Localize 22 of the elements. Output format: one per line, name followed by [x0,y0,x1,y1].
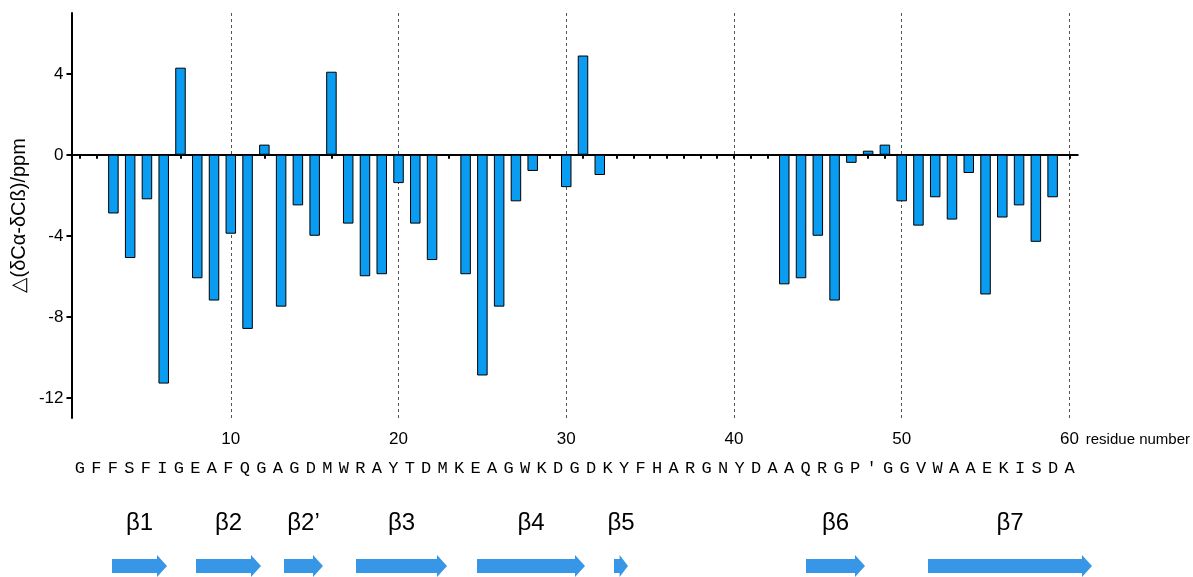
text: GFFSFIGEAFQGAGDMWRAYTDMKEAGWKDGDKYFHARGNYDAAQRGP'GGVWAAEKISDA [74,459,1081,479]
text: β2’ [287,508,320,536]
y-tick-label: 0 [54,145,64,165]
x-tick-label: 20 [389,429,408,448]
x-tick-label: 10 [221,429,241,448]
x-tick-label: 40 [724,429,744,448]
text: β1 [125,508,154,536]
y-tick-label: -4 [48,226,64,246]
text: β7 [996,508,1024,536]
text: β3 [387,508,416,536]
x-tick-label: 50 [892,429,912,448]
text: β4 [517,508,545,536]
x-tick-label: 60 [1059,429,1079,448]
x-tick-label: 30 [556,429,576,448]
text: β2 [214,508,243,536]
y-axis-title: △(δCα-δCß)/ppm [7,138,29,293]
y-tick-label: -8 [48,307,64,327]
text: β6 [821,508,850,536]
text: β5 [607,508,635,536]
y-tick-label: 4 [54,64,64,84]
x-axis-title: residue number [1085,430,1191,447]
y-tick-label: -12 [38,388,64,408]
